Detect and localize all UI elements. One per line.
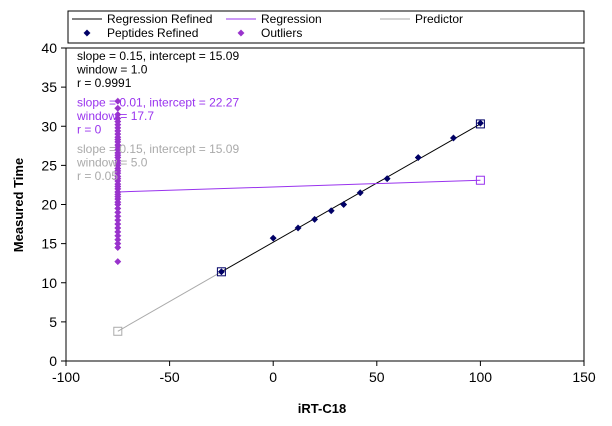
peptides-refined-point bbox=[311, 215, 319, 223]
x-tick-label: -50 bbox=[159, 369, 179, 385]
regression-stat-line: slope = 0.15, intercept = 15.09 bbox=[77, 49, 239, 63]
y-tick-label: 0 bbox=[49, 353, 57, 369]
regression-stat-line: window = 1.0 bbox=[76, 63, 148, 77]
regression-stat-line: window = 17.7 bbox=[76, 109, 154, 123]
markers-layer bbox=[113, 97, 485, 336]
peptides-refined-point bbox=[356, 189, 364, 197]
plot-area bbox=[65, 47, 585, 362]
x-tick-label: -100 bbox=[52, 369, 80, 385]
regression-end-marker bbox=[475, 175, 485, 185]
y-tick-label: 20 bbox=[41, 197, 57, 213]
y-tick-label: 30 bbox=[41, 118, 57, 134]
regression-stat-line: window = 5.0 bbox=[76, 156, 148, 170]
outliers-point bbox=[114, 232, 122, 240]
legend-label-regression-refined: Regression Refined bbox=[107, 12, 212, 26]
legend-box bbox=[67, 10, 585, 44]
x-tick-label: 0 bbox=[269, 369, 277, 385]
predictor-line bbox=[117, 271, 222, 332]
outliers-point bbox=[114, 114, 122, 122]
outliers-point bbox=[114, 236, 122, 244]
outliers-point bbox=[114, 243, 122, 252]
legend-label-regression: Regression bbox=[261, 12, 322, 26]
peptides-refined-point bbox=[449, 134, 458, 142]
outliers-point bbox=[114, 240, 122, 248]
predictor-end-marker bbox=[113, 326, 123, 336]
peptides-refined-point bbox=[327, 207, 335, 215]
regression-refined-end-marker bbox=[216, 267, 226, 277]
outliers-point bbox=[114, 216, 122, 224]
legend-swatch-peptides-refined bbox=[83, 29, 91, 37]
x-tick-label: 150 bbox=[572, 369, 596, 385]
peptides-refined-point bbox=[269, 234, 277, 242]
outliers-point bbox=[114, 104, 122, 112]
x-axis-title: iRT-C18 bbox=[298, 401, 346, 416]
regression-stat-line: r = 0.05 bbox=[77, 169, 118, 183]
peptides-refined-point bbox=[217, 268, 225, 276]
series-layer bbox=[117, 123, 481, 332]
legend-label-peptides-refined: Peptides Refined bbox=[107, 26, 198, 40]
regression-refined-end-marker bbox=[475, 119, 485, 129]
legend: Regression Refined Regression Predictor Pep… bbox=[67, 10, 585, 44]
legend-label-predictor: Predictor bbox=[415, 12, 463, 26]
x-tick-label: 50 bbox=[369, 369, 385, 385]
legend-label-outliers: Outliers bbox=[261, 26, 302, 40]
y-tick-label: 10 bbox=[41, 275, 57, 291]
y-tick-label: 15 bbox=[41, 236, 57, 252]
peptides-refined-point bbox=[294, 224, 302, 232]
outliers-point bbox=[114, 224, 122, 232]
regression-stat-line: slope = 0.15, intercept = 15.09 bbox=[77, 142, 239, 156]
outliers-point bbox=[114, 220, 122, 228]
outliers-point bbox=[114, 110, 122, 119]
y-tick-label: 25 bbox=[41, 157, 57, 173]
y-tick-label: 5 bbox=[49, 314, 57, 330]
outliers-point bbox=[114, 212, 122, 220]
peptides-refined-point bbox=[340, 200, 348, 209]
x-tick-label: 100 bbox=[469, 369, 493, 385]
regression-stat-line: r = 0 bbox=[77, 123, 102, 137]
y-axis-title: Measured Time bbox=[11, 158, 26, 252]
regression-stat-line: r = 0.9991 bbox=[77, 76, 132, 90]
y-tick-label: 40 bbox=[41, 40, 57, 56]
legend-swatch-outliers bbox=[237, 29, 245, 37]
peptides-refined-point bbox=[383, 175, 391, 183]
y-tick-label: 35 bbox=[41, 79, 57, 95]
regression-line bbox=[117, 179, 481, 193]
regression-stat-line: slope = 0.01, intercept = 22.27 bbox=[77, 96, 239, 110]
regression-refined-line bbox=[221, 123, 481, 273]
outliers-point bbox=[114, 228, 122, 236]
peptides-refined-point bbox=[476, 119, 484, 127]
outliers-point bbox=[114, 208, 122, 216]
axes-layer: -100 -50 0 50 100 150 0 5 10 15 20 25 30 35 40 bbox=[41, 40, 595, 385]
peptides-refined-point bbox=[414, 153, 422, 162]
outliers-point bbox=[114, 204, 122, 212]
outliers-point bbox=[114, 97, 122, 105]
outliers-point bbox=[114, 258, 122, 266]
